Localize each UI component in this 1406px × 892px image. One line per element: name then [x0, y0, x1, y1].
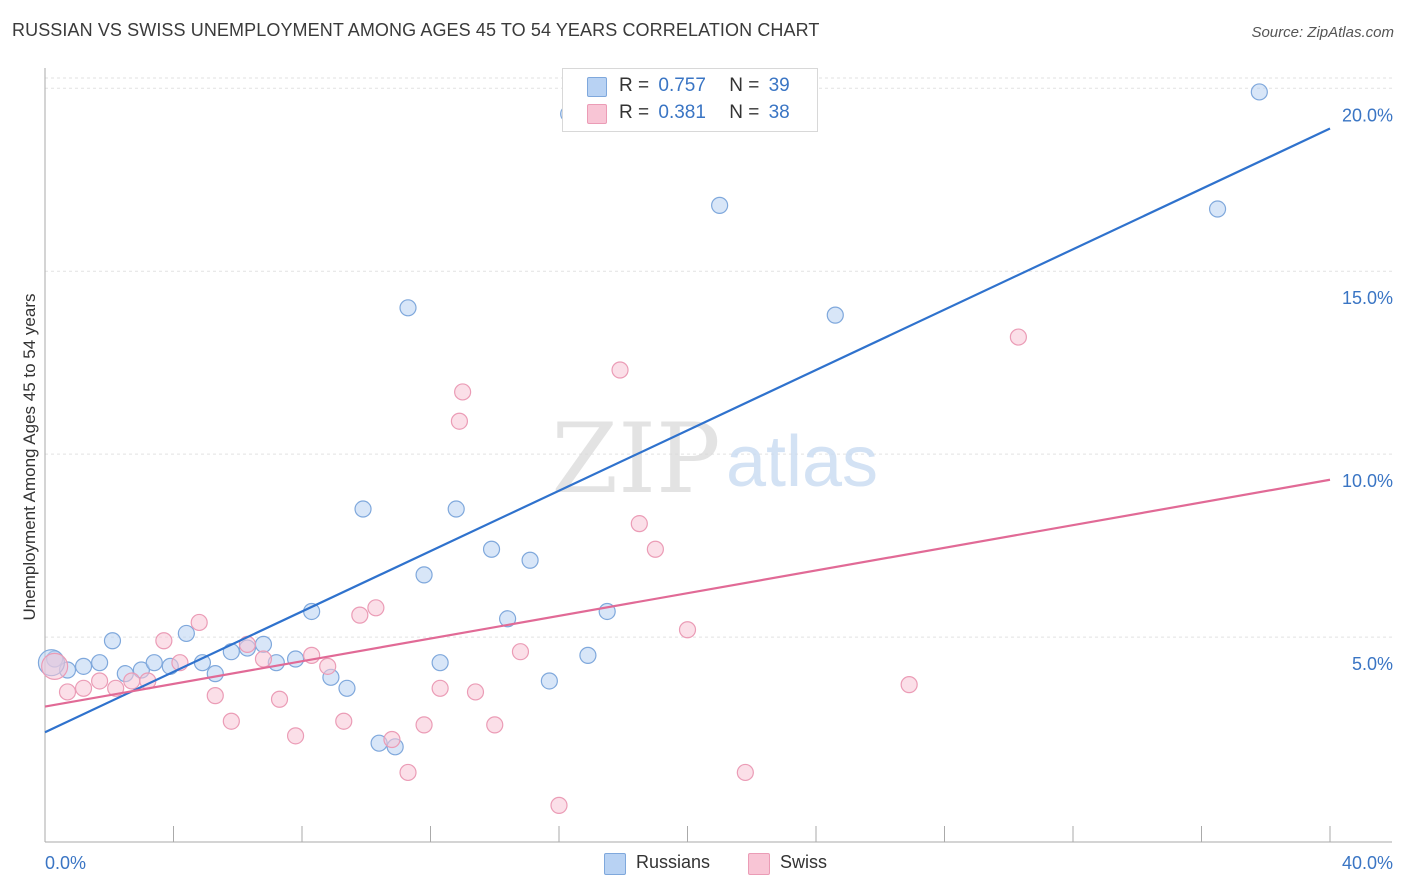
- watermark: ZIP atlas: [551, 403, 878, 515]
- swiss-point: [190, 613, 208, 632]
- swiss-point: [351, 606, 369, 624]
- swiss-point: [286, 727, 305, 745]
- swiss-n-value: 38: [768, 102, 790, 123]
- n-label: N =: [729, 102, 760, 123]
- swiss-point: [466, 683, 485, 701]
- swiss-point: [58, 683, 77, 701]
- swiss-point: [155, 632, 173, 650]
- r-label: R =: [619, 75, 650, 96]
- russians-point: [499, 610, 517, 628]
- x-tick-label: 40.0%: [1342, 853, 1393, 873]
- swiss-point: [611, 361, 629, 379]
- russians-point: [286, 650, 305, 668]
- swiss-point: [383, 730, 401, 749]
- tick-labels: 5.0% 10.0% 15.0% 20.0% 0.0% 40.0%: [45, 105, 1393, 873]
- watermark-atlas: atlas: [726, 422, 878, 502]
- russians-point: [579, 646, 597, 664]
- russians-point: [103, 632, 122, 650]
- swiss-point: [41, 652, 69, 680]
- watermark-zip: ZIP: [551, 403, 720, 515]
- swiss-r-value: 0.381: [658, 102, 706, 123]
- legend-label-swiss: Swiss: [780, 852, 828, 872]
- gridlines: [45, 77, 1392, 638]
- r-label: R =: [619, 102, 650, 123]
- russians-n-value: 39: [768, 75, 790, 96]
- source-label: Source: ZipAtlas.com: [1251, 24, 1394, 41]
- swiss-point: [678, 621, 697, 639]
- swiss-point: [415, 716, 433, 734]
- russians-point: [826, 306, 844, 324]
- swiss-point: [222, 712, 240, 730]
- swiss-point: [270, 690, 289, 708]
- russians-point: [354, 500, 372, 518]
- russians-point: [711, 196, 729, 214]
- russians-swatch: [604, 853, 626, 875]
- russians-point: [447, 500, 465, 518]
- russians-point: [482, 540, 501, 558]
- swiss-point: [431, 679, 449, 697]
- russians-point: [540, 672, 558, 690]
- n-label: N =: [729, 75, 760, 96]
- russians-point: [177, 624, 195, 643]
- swiss-point: [900, 676, 918, 694]
- russians-point: [1208, 200, 1227, 218]
- swiss-point: [550, 796, 568, 814]
- russians-point: [399, 299, 417, 317]
- legend-label-russians: Russians: [636, 852, 711, 872]
- swiss-point: [736, 763, 754, 782]
- swiss-point: [319, 657, 337, 675]
- swiss-point: [367, 599, 385, 617]
- russians-point: [338, 679, 356, 697]
- swiss-point: [454, 383, 472, 401]
- russians-point: [91, 654, 109, 672]
- chart-title: RUSSIAN VS SWISS UNEMPLOYMENT AMONG AGES…: [12, 20, 820, 40]
- swiss-point: [254, 650, 273, 668]
- swiss-trend-line: [44, 478, 1331, 708]
- swiss-swatch: [748, 853, 770, 875]
- russians-point: [415, 566, 433, 584]
- swiss-point: [91, 672, 109, 690]
- russians-point: [431, 654, 449, 672]
- swiss-point: [646, 540, 664, 558]
- swiss-swatch: [587, 104, 607, 124]
- russians-point: [206, 665, 224, 683]
- data-points: [37, 83, 1268, 814]
- russians-r-value: 0.757: [658, 75, 706, 96]
- trend-lines: [44, 127, 1331, 734]
- y-tick-label: 20.0%: [1342, 105, 1393, 125]
- y-tick-label: 15.0%: [1342, 288, 1393, 308]
- russians-point: [1250, 83, 1268, 101]
- swiss-point: [1009, 328, 1027, 346]
- swiss-point: [123, 672, 141, 690]
- swiss-point: [206, 687, 224, 705]
- russians-trend-line: [44, 127, 1331, 734]
- russians-point: [254, 635, 273, 653]
- y-tick-label: 10.0%: [1342, 471, 1393, 491]
- swiss-point: [450, 412, 469, 430]
- swiss-point: [335, 712, 353, 730]
- swiss-point: [399, 763, 417, 782]
- legend-stats: R = 0.757 N = 39 R = 0.381 N = 38: [562, 68, 818, 132]
- swiss-point: [74, 679, 93, 697]
- russians-point: [521, 551, 539, 569]
- russians-point: [145, 654, 163, 672]
- y-tick-label: 5.0%: [1352, 654, 1393, 674]
- swiss-point: [486, 716, 504, 734]
- swiss-point: [511, 643, 530, 661]
- russians-point: [74, 657, 93, 675]
- y-axis-label: Unemployment Among Ages 45 to 54 years: [20, 293, 39, 621]
- swiss-point: [630, 515, 648, 533]
- x-tick-label: 0.0%: [45, 853, 86, 873]
- russians-swatch: [587, 77, 607, 97]
- axes: [44, 68, 1392, 843]
